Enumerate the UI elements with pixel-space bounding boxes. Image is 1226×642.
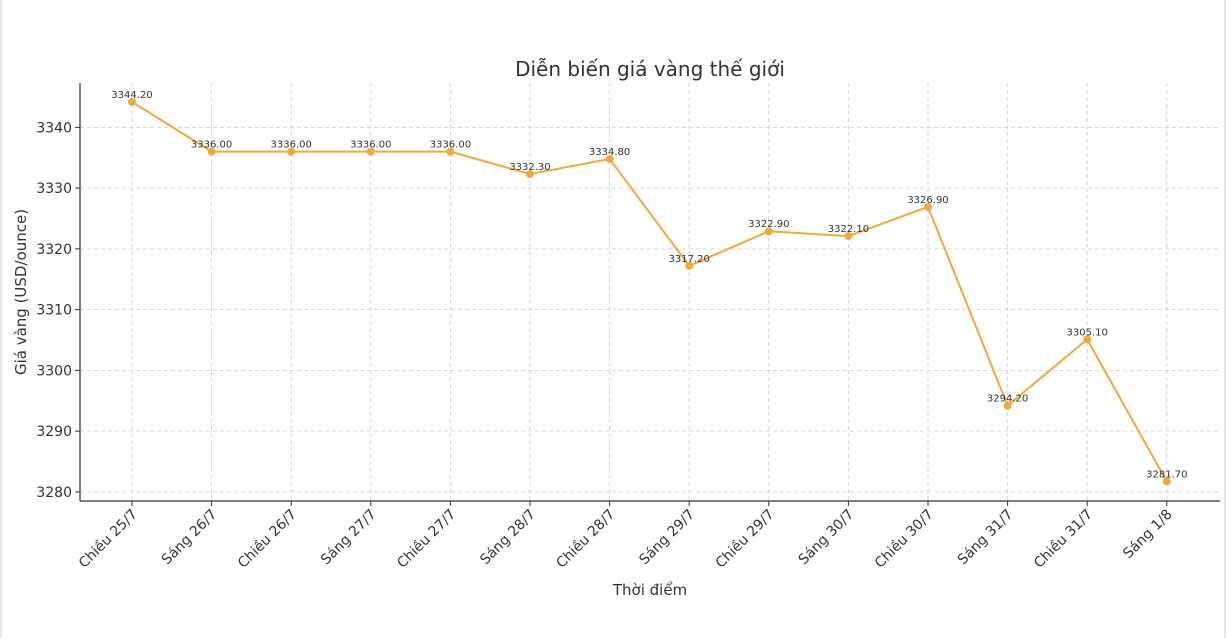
data-value-label: 3322.90 [748,219,789,230]
y-tick-label: 3290 [36,424,72,440]
y-tick-label: 3340 [36,120,72,136]
x-tick-label: Sáng 27/7 [318,507,380,569]
data-point [526,170,534,179]
chart-title: Diễn biến giá vàng thế giới [515,57,785,81]
x-axis-title: Thời điểm [612,581,687,599]
data-point [207,147,216,156]
x-tick-label: Sáng 31/7 [955,507,1017,569]
y-ticks: 3280 3290 3300 3310 3320 3330 3340 [36,120,80,501]
axes [79,83,1220,502]
data-value-label: 3336.00 [430,140,471,151]
data-point [287,147,296,156]
x-tick-label: Chiều 28/7 [553,506,619,572]
y-tick-label: 3310 [36,303,72,319]
data-value-label: 3344.20 [111,90,152,101]
data-point [1083,335,1092,344]
y-tick-label: 3280 [36,485,72,501]
x-tick-label: Chiều 30/7 [871,506,937,572]
x-tick-label: Chiều 26/7 [234,506,300,572]
data-point [446,147,455,156]
series [128,97,1171,486]
x-tick-label: Chiều 31/7 [1030,506,1096,572]
series-line [131,100,1168,483]
data-value-label: 3281.70 [1146,470,1187,481]
data-value-label: 3336.00 [271,140,312,151]
data-point [764,227,773,236]
data-value-label: 3326.90 [907,195,948,206]
x-tick-label: Chiều 29/7 [712,506,778,572]
x-tick-label: Chiều 25/7 [75,506,141,572]
data-point [924,202,932,211]
y-axis-title: Giá vàng (USD/ounce) [12,209,30,375]
y-tick-label: 3300 [36,363,72,379]
x-tick-label: Chiều 27/7 [394,506,460,572]
data-value-label: 3317.20 [669,254,710,265]
data-value-label: 3334.80 [589,147,630,158]
data-value-label: 3332.30 [509,162,550,173]
data-point [366,147,375,156]
data-point [128,97,136,106]
data-point [605,154,614,163]
x-tick-label: Sáng 29/7 [636,507,698,569]
x-tick-label: Sáng 30/7 [796,507,858,569]
x-ticks: Chiều 25/7 Sáng 26/7 Chiều 26/7 Sáng 27/7 Ch… [75,501,1176,572]
y-tick-label: 3320 [36,242,72,258]
grid [80,83,1220,501]
data-value-label: 3294.20 [987,394,1028,405]
data-value-label: 3336.00 [350,140,391,151]
data-point [1162,477,1171,486]
x-tick-label: Sáng 1/8 [1120,507,1175,562]
data-labels: 3344.20 3336.00 3336.00 3336.00 3336.00 3332.… [111,90,1187,481]
data-point [844,232,853,241]
x-tick-label: Sáng 26/7 [159,507,221,569]
data-value-label: 3322.10 [828,224,869,235]
data-point [685,261,694,270]
data-value-label: 3336.00 [191,140,232,151]
y-tick-label: 3330 [36,181,72,197]
data-value-label: 3305.10 [1067,327,1108,338]
x-tick-label: Sáng 28/7 [477,507,539,569]
data-point [1003,401,1012,410]
